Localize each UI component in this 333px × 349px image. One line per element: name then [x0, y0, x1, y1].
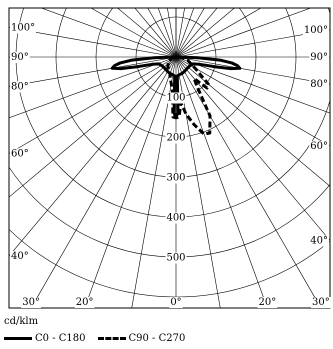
grid-spoke: [90, 8, 177, 58]
angle-label: 100°: [11, 23, 35, 34]
angle-label: 20°: [76, 297, 94, 308]
grid-spoke: [31, 56, 177, 307]
grid-spoke: [117, 8, 177, 58]
unit-label: cd/klm: [4, 316, 39, 327]
grid-spoke: [175, 56, 330, 114]
angle-label: 60°: [310, 141, 328, 152]
angle-label: 30°: [22, 297, 40, 308]
legend-item-c0-c180: C0 - C180: [4, 333, 86, 344]
angle-label: 90°: [310, 52, 328, 63]
grid-spoke: [175, 56, 321, 307]
legend-item-c90-c270: C90 - C270: [97, 332, 186, 344]
grid-spoke: [175, 8, 185, 58]
radial-tick-label: 500: [166, 253, 185, 264]
angle-label: 40°: [11, 251, 29, 262]
grid-spoke: [175, 8, 218, 58]
angle-label: 90°: [11, 52, 29, 63]
grid-spoke: [147, 8, 177, 58]
angle-label: 40°: [310, 236, 328, 247]
grid-spoke: [40, 8, 177, 58]
grid-spoke: [167, 8, 177, 58]
angle-label: 60°: [11, 148, 29, 159]
legend-label-c90-c270: C90 - C270: [128, 332, 186, 344]
legend-dashed-line-icon: [97, 336, 126, 340]
grid-spoke: [84, 56, 177, 308]
legend: C0 - C180 C90 - C270: [4, 331, 197, 345]
grid-spoke: [175, 8, 205, 58]
angle-label: 30°: [312, 297, 330, 308]
radial-tick-label: 100: [166, 93, 185, 104]
grid-spoke: [175, 8, 312, 58]
grid-spoke: [175, 8, 195, 58]
grid-spoke: [9, 56, 177, 87]
radial-tick-label: 400: [166, 213, 185, 224]
grid-spoke: [175, 56, 330, 241]
grid-spoke: [175, 56, 268, 308]
angle-label: 0°: [170, 297, 181, 308]
grid-spoke: [175, 8, 235, 58]
grid-spoke: [175, 56, 330, 147]
angle-label: 20°: [258, 297, 276, 308]
radial-tick-label: 300: [166, 173, 185, 184]
grid-spoke: [175, 8, 262, 58]
radial-tick-label: 200: [166, 133, 185, 144]
grid-spoke: [134, 8, 177, 58]
legend-label-c0-c180: C0 - C180: [35, 332, 86, 344]
grid-spoke: [9, 56, 177, 198]
grid-spoke: [9, 56, 177, 119]
legend-solid-line-icon: [4, 336, 32, 340]
angle-label: 100°: [304, 25, 328, 36]
grid-spoke: [157, 8, 177, 58]
angle-label: 80°: [310, 79, 328, 90]
angle-label: 80°: [11, 81, 29, 92]
series-curve-c90-c270: [166, 55, 212, 136]
grid-spoke: [9, 56, 177, 154]
grid-spoke: [175, 56, 330, 187]
